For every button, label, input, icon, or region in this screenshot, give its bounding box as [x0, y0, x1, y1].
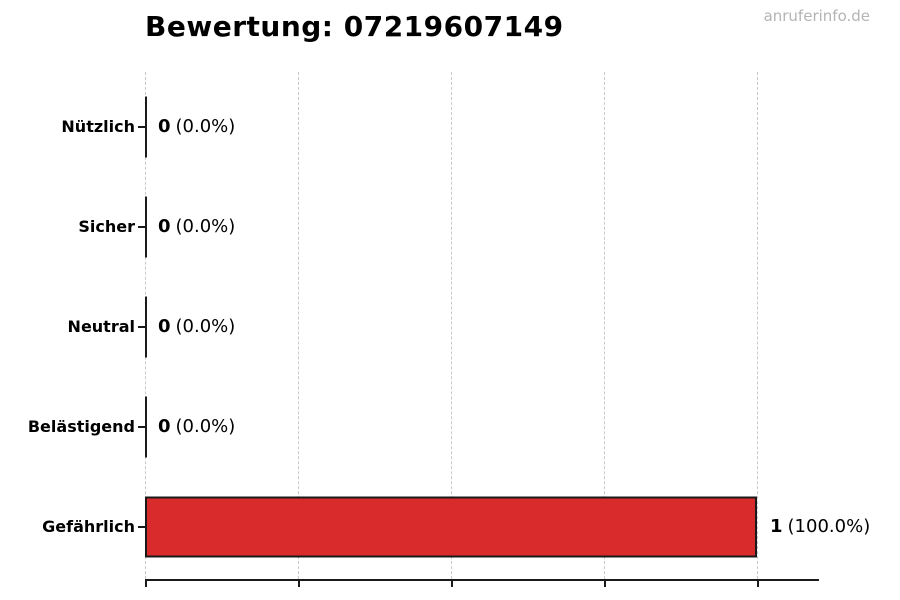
- value-percentage: (0.0%): [175, 116, 236, 137]
- value-count: 0: [158, 216, 171, 237]
- y-axis-tick: [138, 426, 145, 428]
- bar: [145, 296, 147, 358]
- value-label: 0 (0.0%): [158, 318, 235, 336]
- x-axis-tick: [298, 581, 300, 587]
- category-label: Gefährlich: [42, 517, 135, 536]
- gridline: [757, 72, 758, 579]
- value-label: 1 (100.0%): [770, 518, 870, 536]
- bar: [145, 196, 147, 258]
- bar: [145, 96, 147, 158]
- value-percentage: (0.0%): [175, 316, 236, 337]
- category-label: Sicher: [78, 217, 135, 236]
- value-percentage: (0.0%): [175, 416, 236, 437]
- y-axis-tick: [138, 326, 145, 328]
- y-axis-tick: [138, 126, 145, 128]
- category-label: Nützlich: [61, 117, 135, 136]
- gridline: [604, 72, 605, 579]
- watermark-text: anruferinfo.de: [763, 7, 870, 25]
- x-axis-tick: [604, 581, 606, 587]
- x-axis-tick: [451, 581, 453, 587]
- value-percentage: (100.0%): [787, 516, 871, 537]
- value-count: 0: [158, 116, 171, 137]
- gridline: [298, 72, 299, 579]
- chart-title: Bewertung: 07219607149: [145, 10, 564, 43]
- bar: [145, 496, 757, 558]
- value-count: 0: [158, 416, 171, 437]
- gridline: [451, 72, 452, 579]
- category-label: Neutral: [67, 317, 135, 336]
- y-axis-tick: [138, 526, 145, 528]
- value-percentage: (0.0%): [175, 216, 236, 237]
- value-label: 0 (0.0%): [158, 218, 235, 236]
- bar: [145, 396, 147, 458]
- value-label: 0 (0.0%): [158, 418, 235, 436]
- x-axis-tick: [145, 581, 147, 587]
- y-axis-tick: [138, 226, 145, 228]
- x-axis-tick: [757, 581, 759, 587]
- value-count: 1: [770, 516, 783, 537]
- category-label: Belästigend: [27, 417, 135, 436]
- value-label: 0 (0.0%): [158, 118, 235, 136]
- value-count: 0: [158, 316, 171, 337]
- plot-area: Nützlich 0 (0.0%) Sicher 0 (0.0%) Neutral 0 (0.0…: [28, 72, 870, 587]
